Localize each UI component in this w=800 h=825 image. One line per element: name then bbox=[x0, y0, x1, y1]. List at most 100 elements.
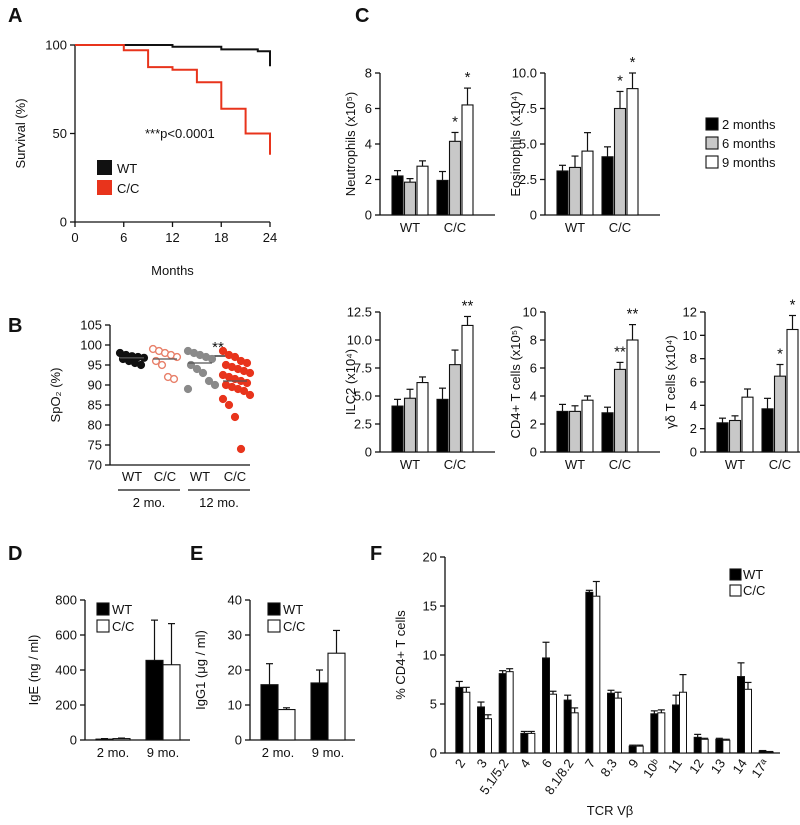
y-tick-label: 2.5 bbox=[354, 417, 372, 432]
significance-stars: * bbox=[465, 69, 471, 86]
x-tick-label: 2 bbox=[452, 756, 468, 771]
bar-2-months bbox=[556, 410, 569, 453]
survival-line-wt bbox=[75, 44, 271, 67]
x-tick-label: C/C bbox=[609, 457, 631, 472]
data-point bbox=[245, 368, 255, 378]
panel-label: A bbox=[8, 5, 22, 27]
x-tick-label: C/C bbox=[609, 220, 631, 235]
panel-label: B bbox=[8, 315, 22, 337]
y-axis-label: SpO₂ (%) bbox=[48, 368, 63, 423]
legend-label: WT bbox=[117, 161, 137, 176]
p-value-annotation: ***p<0.0001 bbox=[145, 126, 215, 141]
panel-c-c3: 0 2.5 5.0 7.5 10.0 12.5 ILC2 (x10⁴) WT C/C ** bbox=[343, 297, 495, 472]
x-tick-label: 18 bbox=[214, 230, 228, 245]
bar-cc bbox=[592, 595, 601, 754]
legend-label: C/C bbox=[283, 619, 305, 634]
bar-wt bbox=[520, 732, 529, 754]
y-axis-label: ILC2 (x10⁴) bbox=[343, 349, 358, 415]
data-point bbox=[192, 364, 202, 374]
bar-cc bbox=[657, 712, 666, 754]
data-point bbox=[242, 358, 252, 368]
bar-9-months bbox=[461, 324, 474, 453]
legend-swatch bbox=[267, 602, 281, 616]
data-point bbox=[204, 376, 214, 386]
y-tick-label: 0 bbox=[430, 746, 437, 761]
legend-label: C/C bbox=[112, 619, 134, 634]
bar-6-months bbox=[613, 107, 627, 216]
bar-9-months bbox=[626, 88, 639, 216]
y-axis-label: IgG1 (μg / ml) bbox=[193, 630, 208, 710]
significance-stars: ** bbox=[614, 343, 626, 360]
y-tick-label: 100 bbox=[80, 338, 102, 353]
legend-swatch bbox=[97, 180, 112, 195]
y-tick-label: 30 bbox=[228, 628, 242, 643]
bar-cc bbox=[765, 751, 774, 754]
bar-9-months bbox=[626, 339, 639, 453]
x-tick-label: 12 bbox=[165, 230, 179, 245]
y-axis-label: Neutrophils (x10⁵) bbox=[343, 92, 358, 196]
y-tick-label: 0 bbox=[365, 445, 372, 460]
bar-6-months bbox=[568, 166, 582, 216]
bar-2-months bbox=[716, 422, 729, 453]
legend-swatch bbox=[705, 136, 719, 150]
x-tick-label: 9 mo. bbox=[147, 745, 180, 760]
bar-wt bbox=[693, 736, 702, 754]
bar-9-months bbox=[581, 150, 594, 216]
group-label: 2 mo. bbox=[133, 495, 166, 510]
y-tick-label: 15 bbox=[423, 599, 437, 614]
bar-wt bbox=[260, 684, 279, 741]
bar-2-months bbox=[601, 156, 614, 216]
bar-wt bbox=[737, 676, 745, 754]
x-tick-label: 10ᵇ bbox=[640, 756, 663, 781]
bar-wt bbox=[650, 713, 659, 754]
significance-stars: * bbox=[452, 113, 458, 130]
significance-stars: * bbox=[777, 346, 783, 363]
x-tick-label: 2 mo. bbox=[97, 745, 130, 760]
bar-wt bbox=[758, 750, 767, 754]
significance-stars: * bbox=[630, 54, 636, 71]
bar-2-months bbox=[436, 179, 449, 216]
bar-cc bbox=[327, 652, 346, 741]
bar-6-months bbox=[773, 375, 787, 453]
x-tick-label: 6 bbox=[120, 230, 127, 245]
y-tick-label: 5 bbox=[430, 697, 437, 712]
legend-swatch bbox=[705, 155, 719, 169]
x-tick-label: WT bbox=[565, 220, 585, 235]
bar-wt bbox=[310, 682, 329, 741]
significance-stars: ** bbox=[462, 297, 474, 314]
x-tick-label: 13 bbox=[708, 756, 729, 776]
y-tick-label: 0 bbox=[690, 445, 697, 460]
bar-wt bbox=[715, 738, 724, 754]
bar-cc bbox=[679, 691, 687, 754]
data-point bbox=[230, 412, 240, 422]
data-point bbox=[136, 360, 146, 370]
bar-6-months bbox=[448, 364, 462, 453]
y-tick-label: 0 bbox=[60, 215, 67, 230]
bar-6-months bbox=[403, 397, 417, 453]
bar-wt bbox=[563, 699, 572, 754]
x-tick-label: 24 bbox=[263, 230, 277, 245]
significance-stars: * bbox=[617, 72, 623, 89]
y-tick-label: 90 bbox=[88, 378, 102, 393]
data-point bbox=[236, 444, 246, 454]
x-tick-label: 6 bbox=[539, 756, 555, 771]
bar-wt bbox=[95, 738, 114, 741]
bar-cc bbox=[700, 738, 709, 754]
y-tick-label: 20 bbox=[423, 550, 437, 565]
panel-b: B 70 75 80 85 90 95 100 105 SpO₂ (%) WT C/C WT C/C 2 m… bbox=[8, 315, 255, 510]
y-tick-label: 80 bbox=[88, 418, 102, 433]
y-tick-label: 2.5 bbox=[519, 172, 537, 187]
legend-label: WT bbox=[743, 567, 763, 582]
legend-swatch bbox=[729, 584, 742, 597]
y-tick-label: 10.0 bbox=[512, 66, 537, 81]
y-tick-label: 8 bbox=[690, 351, 697, 366]
bar-cc bbox=[722, 739, 731, 754]
legend-label: 6 months bbox=[722, 136, 776, 151]
data-point bbox=[207, 354, 217, 364]
y-tick-label: 4 bbox=[530, 389, 537, 404]
legend-label: C/C bbox=[743, 583, 765, 598]
panel-a: A 0 50 100 0 6 12 18 24 Months Survival (%) ***p<0.… bbox=[8, 5, 277, 278]
y-tick-label: 400 bbox=[55, 663, 77, 678]
